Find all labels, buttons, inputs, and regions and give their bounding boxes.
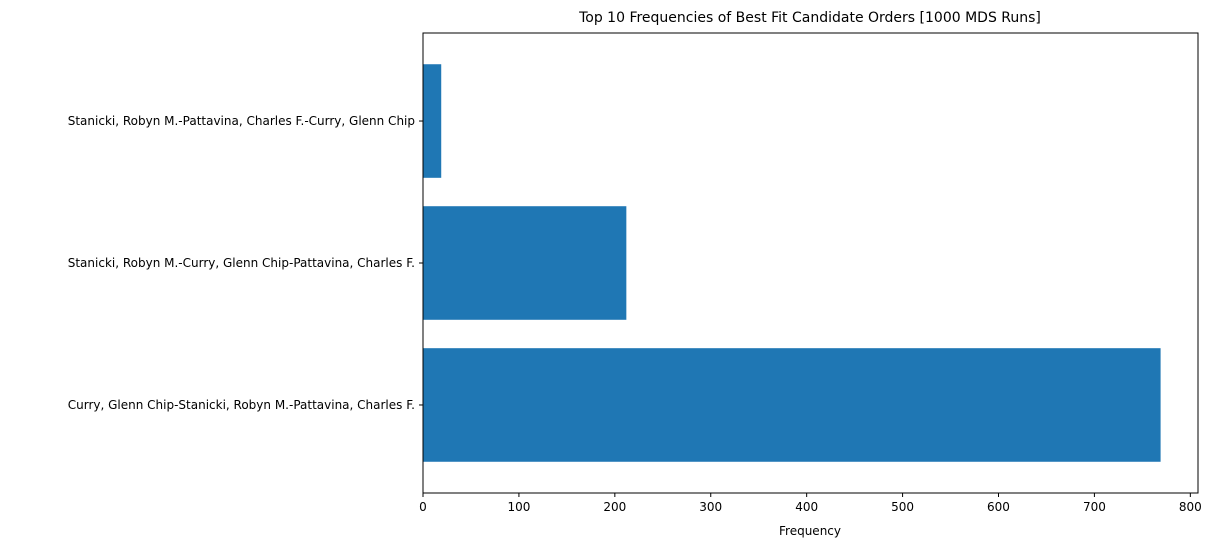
x-tick-label-8: 800 [1179, 500, 1202, 514]
chart-title: Top 10 Frequencies of Best Fit Candidate… [578, 10, 1041, 26]
y-tick-label-1: Stanicki, Robyn M.-Curry, Glenn Chip-Pat… [68, 256, 415, 270]
bar-1 [423, 206, 627, 320]
bar-2 [423, 64, 442, 178]
x-tick-label-3: 300 [699, 500, 722, 514]
x-tick-label-2: 200 [603, 500, 626, 514]
y-tick-label-0: Curry, Glenn Chip-Stanicki, Robyn M.-Pat… [68, 398, 415, 412]
x-tick-label-4: 400 [795, 500, 818, 514]
plot-area-frame [422, 32, 1199, 494]
x-tick-label-1: 100 [507, 500, 530, 514]
ticks-layer: Curry, Glenn Chip-Stanicki, Robyn M.-Pat… [68, 114, 1202, 514]
bars-layer [423, 64, 1161, 462]
x-tick-label-6: 600 [987, 500, 1010, 514]
x-axis-label: Frequency [779, 524, 841, 538]
x-tick-label-7: 700 [1083, 500, 1106, 514]
bar-0 [423, 348, 1161, 462]
x-tick-label-0: 0 [419, 500, 427, 514]
x-tick-label-5: 500 [891, 500, 914, 514]
y-tick-label-2: Stanicki, Robyn M.-Pattavina, Charles F.… [68, 114, 415, 128]
